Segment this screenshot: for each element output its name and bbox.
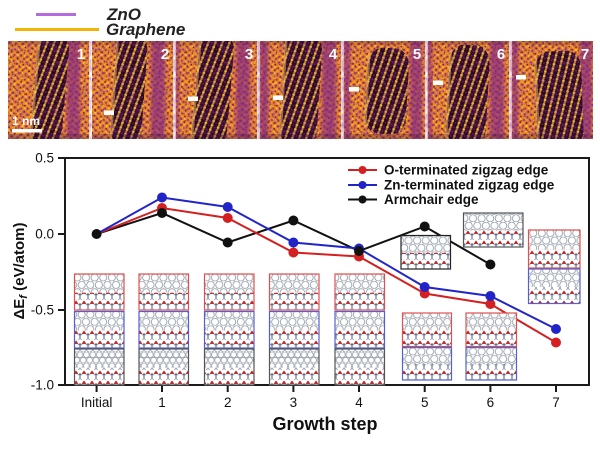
svg-text:Growth step: Growth step [272,414,377,434]
svg-text:3: 3 [245,46,253,63]
svg-text:ΔEf (eV/atom): ΔEf (eV/atom) [11,223,30,320]
svg-text:0.0: 0.0 [35,227,54,242]
svg-text:6: 6 [487,395,495,410]
svg-text:2: 2 [161,46,169,63]
svg-text:1 nm: 1 nm [12,114,40,128]
svg-text:Initial: Initial [81,395,113,410]
svg-text:Zn-terminated zigzag edge: Zn-terminated zigzag edge [384,178,555,193]
svg-text:4: 4 [355,395,363,410]
svg-text:1: 1 [77,46,85,63]
svg-text:7: 7 [581,46,589,63]
svg-text:6: 6 [497,46,505,63]
svg-text:5: 5 [421,395,429,410]
svg-text:-0.5: -0.5 [31,303,54,318]
svg-text:2: 2 [224,395,232,410]
svg-text:3: 3 [290,395,298,410]
svg-text:7: 7 [552,395,560,410]
svg-text:4: 4 [329,46,338,63]
svg-text:Armchair edge: Armchair edge [384,192,479,207]
svg-text:O-terminated zigzag edge: O-terminated zigzag edge [384,163,549,178]
svg-text:-1.0: -1.0 [31,378,54,393]
svg-text:5: 5 [413,46,421,63]
svg-text:1: 1 [158,395,166,410]
svg-text:0.5: 0.5 [35,151,54,166]
